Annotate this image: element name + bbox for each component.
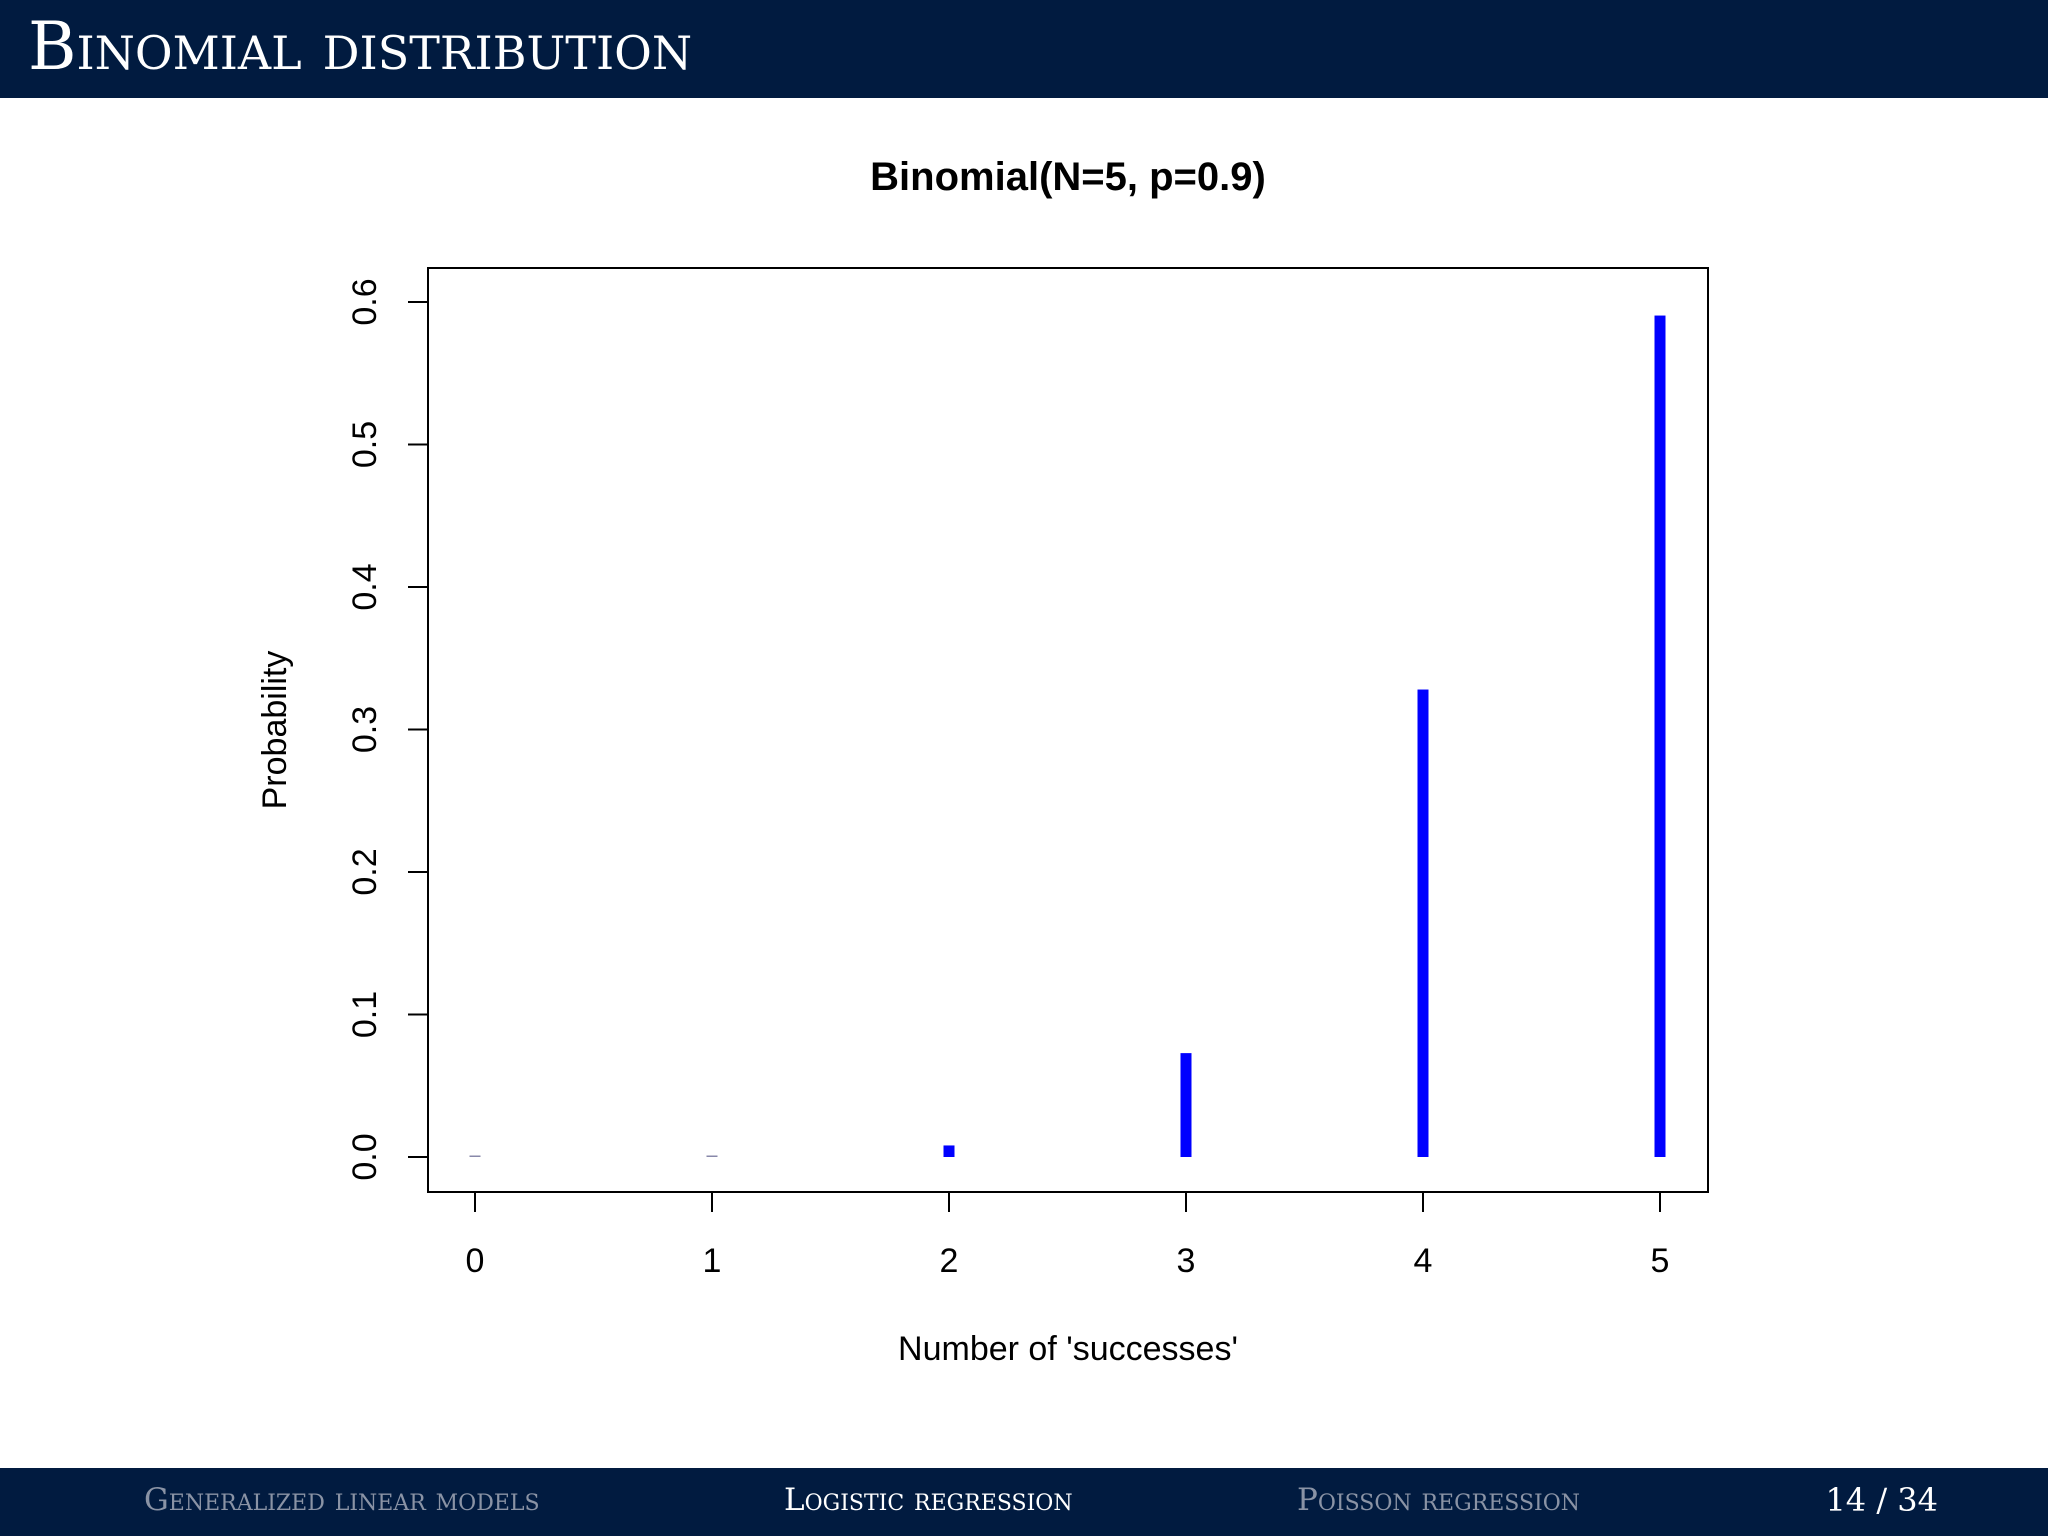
- y-axis-label: Probability: [256, 651, 294, 810]
- page-number: 14 / 34: [1825, 1481, 1938, 1519]
- x-tick-label: 2: [940, 1242, 959, 1280]
- footer-nav-poisson[interactable]: Poisson regression: [1297, 1482, 1581, 1518]
- chart-title: Binomial(N=5, p=0.9): [870, 155, 1266, 199]
- bar-x3: [1180, 1053, 1192, 1157]
- y-tick-label: 0.3: [346, 706, 384, 753]
- bar-x2: [943, 1145, 955, 1157]
- x-axis: 0 1 2 3 4 5: [466, 1191, 1670, 1280]
- x-tick-label: 3: [1177, 1242, 1196, 1280]
- x-tick-label: 5: [1651, 1242, 1670, 1280]
- bar-x4: [1417, 689, 1429, 1157]
- title-bar: Binomial distribution: [0, 0, 2048, 98]
- footer-nav-glm[interactable]: Generalized linear models: [144, 1482, 540, 1518]
- x-tick-label: 1: [703, 1242, 722, 1280]
- bar-x5: [1654, 315, 1666, 1157]
- y-tick-label: 0.0: [346, 1133, 384, 1180]
- y-tick-label: 0.5: [346, 421, 384, 468]
- bars: [469, 315, 1666, 1157]
- y-tick-label: 0.2: [346, 848, 384, 895]
- footer-nav-logistic[interactable]: Logistic regression: [784, 1482, 1073, 1518]
- plot-frame: [427, 267, 1709, 1193]
- bar-x0: [469, 1155, 481, 1157]
- y-tick-label: 0.6: [346, 278, 384, 325]
- y-axis: 0.0 0.1 0.2 0.3 0.4 0.5 0.6: [346, 278, 429, 1181]
- binomial-chart: Binomial(N=5, p=0.9) 0.00.10.20.30.40.50…: [256, 155, 1709, 1368]
- y-tick-label: 0.1: [346, 991, 384, 1038]
- x-tick-label: 0: [466, 1242, 485, 1280]
- slide-title: Binomial distribution: [28, 8, 693, 85]
- y-tick-label: 0.4: [346, 563, 384, 610]
- bar-x1: [706, 1155, 718, 1157]
- x-tick-label: 4: [1414, 1242, 1433, 1280]
- footer-bar: Generalized linear models Logistic regre…: [0, 1468, 2048, 1536]
- x-axis-label: Number of 'successes': [898, 1330, 1238, 1368]
